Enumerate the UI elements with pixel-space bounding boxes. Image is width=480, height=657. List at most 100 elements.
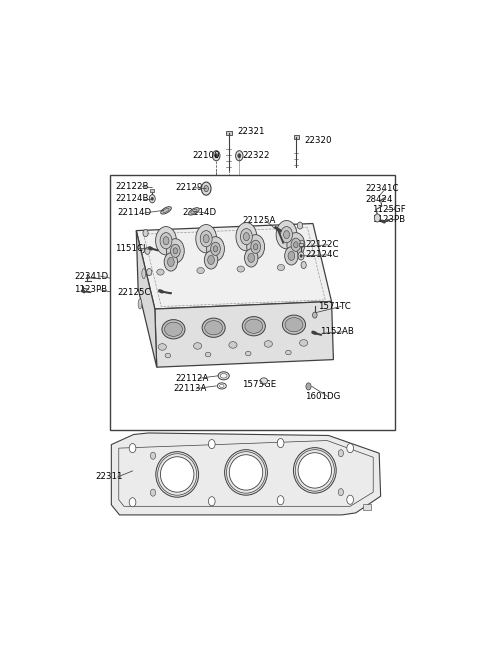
Circle shape [215,154,218,158]
Circle shape [202,182,211,195]
FancyBboxPatch shape [294,135,299,139]
Ellipse shape [157,454,197,495]
Ellipse shape [191,210,197,214]
Circle shape [281,227,292,242]
Circle shape [294,242,298,248]
Ellipse shape [160,457,194,492]
Circle shape [208,497,215,506]
Circle shape [248,254,254,263]
Circle shape [276,221,297,249]
Ellipse shape [277,265,285,271]
Circle shape [347,495,353,505]
Circle shape [284,231,289,238]
Circle shape [160,233,172,249]
Circle shape [211,242,220,256]
Text: 1123PB: 1123PB [372,215,405,224]
FancyBboxPatch shape [363,504,371,510]
Circle shape [170,244,180,258]
Ellipse shape [286,350,291,355]
Circle shape [163,237,169,245]
Ellipse shape [193,343,202,350]
Circle shape [244,249,258,267]
Text: 22341D: 22341D [74,271,108,281]
Circle shape [150,452,156,459]
Text: 22122B: 22122B [115,182,148,191]
Text: 1152AB: 1152AB [321,327,354,336]
Circle shape [213,246,218,252]
FancyBboxPatch shape [150,189,155,192]
Ellipse shape [282,315,305,334]
Ellipse shape [142,269,145,279]
Circle shape [156,227,177,255]
FancyBboxPatch shape [299,242,303,246]
Ellipse shape [162,320,185,339]
Circle shape [213,150,220,161]
Text: 22114D: 22114D [118,208,152,217]
Ellipse shape [202,318,225,337]
Circle shape [167,238,184,263]
Text: 22112A: 22112A [175,374,209,383]
Circle shape [208,440,215,449]
Text: 1573GE: 1573GE [241,380,276,390]
Circle shape [204,251,218,269]
Circle shape [277,438,284,447]
Text: 22113A: 22113A [173,384,207,393]
Circle shape [143,229,148,237]
Ellipse shape [205,352,211,357]
Circle shape [238,154,241,158]
Circle shape [204,185,208,192]
Ellipse shape [156,269,164,275]
Polygon shape [155,302,334,367]
Circle shape [347,443,353,453]
Ellipse shape [156,451,199,497]
Ellipse shape [293,447,336,493]
Ellipse shape [245,351,251,356]
Circle shape [145,247,150,254]
Circle shape [150,489,156,496]
Ellipse shape [242,317,265,336]
Ellipse shape [163,208,169,212]
Ellipse shape [300,340,308,346]
Circle shape [147,269,152,276]
Ellipse shape [225,449,267,495]
Ellipse shape [158,344,167,350]
Circle shape [203,235,209,242]
Ellipse shape [237,266,244,272]
Circle shape [297,222,302,229]
Text: 22311: 22311 [96,472,123,482]
FancyBboxPatch shape [226,131,232,135]
Text: 1125GF: 1125GF [372,205,406,214]
Ellipse shape [197,267,204,273]
Circle shape [300,254,302,258]
Text: 1151CJ: 1151CJ [115,244,145,253]
Circle shape [253,244,258,250]
Circle shape [287,233,305,257]
Ellipse shape [295,449,335,491]
Polygon shape [136,223,332,309]
Text: 22114D: 22114D [183,208,217,217]
Circle shape [277,495,284,505]
Polygon shape [111,433,381,515]
Polygon shape [136,231,156,367]
Ellipse shape [245,319,263,333]
Circle shape [298,252,304,260]
Circle shape [247,235,264,259]
Circle shape [206,237,225,261]
Text: 22321: 22321 [238,127,265,137]
Text: 22320: 22320 [305,136,332,145]
Ellipse shape [165,322,182,336]
Ellipse shape [189,208,199,215]
Circle shape [173,248,178,254]
Circle shape [312,312,317,318]
Ellipse shape [204,321,223,335]
Circle shape [285,247,298,265]
Circle shape [200,231,212,247]
Circle shape [306,383,311,390]
Ellipse shape [161,207,171,214]
Text: 22125A: 22125A [242,216,276,225]
Ellipse shape [138,299,142,309]
Ellipse shape [220,374,227,378]
Circle shape [196,225,216,253]
Circle shape [251,240,261,254]
Ellipse shape [285,317,303,332]
